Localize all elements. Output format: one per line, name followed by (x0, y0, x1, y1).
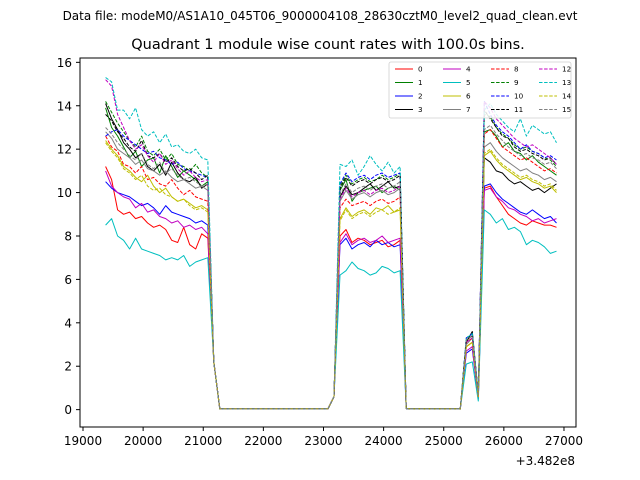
legend-label-3: 3 (418, 105, 423, 114)
x-tick-label: 26000 (485, 434, 523, 448)
y-tick-label: 10 (57, 186, 72, 200)
y-tick-label: 0 (64, 403, 72, 417)
y-tick-label: 4 (64, 316, 72, 330)
x-tick-label: 24000 (365, 434, 403, 448)
x-tick-label: 27000 (545, 434, 583, 448)
legend-label-1: 1 (418, 78, 423, 87)
x-offset-label: +3.482e8 (516, 454, 575, 468)
legend-label-0: 0 (418, 65, 423, 74)
y-tick-label: 6 (64, 273, 72, 287)
legend-label-4: 4 (466, 65, 471, 74)
legend-frame (388, 61, 572, 119)
y-tick-label: 12 (57, 143, 72, 157)
chart-title: Quadrant 1 module wise count rates with … (131, 37, 525, 53)
y-tick-label: 16 (57, 56, 72, 70)
series-line-14 (105, 142, 557, 410)
legend-label-6: 6 (466, 92, 471, 101)
x-tick-label: 25000 (425, 434, 463, 448)
x-tick-label: 21000 (184, 434, 222, 448)
y-tick-label: 14 (57, 99, 72, 113)
plot-area (79, 57, 577, 428)
x-tick-label: 20000 (124, 434, 162, 448)
y-tick-label: 2 (64, 360, 72, 374)
legend-label-7: 7 (466, 105, 471, 114)
legend-label-12: 12 (562, 65, 571, 74)
series-layer (105, 77, 557, 410)
legend-label-14: 14 (562, 92, 572, 101)
legend-label-10: 10 (514, 92, 524, 101)
x-tick-label: 22000 (244, 434, 282, 448)
axes-background (80, 58, 576, 427)
x-axis: 19000 20000 21000 22000 23000 24000 25000 26000… (64, 427, 583, 448)
legend-label-9: 9 (514, 78, 519, 87)
series-line-15 (105, 124, 557, 410)
series-line-12 (105, 79, 557, 410)
y-tick-label: 8 (64, 229, 72, 243)
legend-label-11: 11 (514, 105, 523, 114)
axes-frame (79, 57, 577, 428)
legend-label-5: 5 (466, 78, 471, 87)
y-axis: 0 2 4 6 8 10 12 14 16 (57, 56, 80, 417)
legend-label-15: 15 (562, 105, 571, 114)
figure-suptitle: Data file: modeM0/AS1A10_045T06_90000041… (63, 9, 578, 23)
legend-label-8: 8 (514, 65, 519, 74)
x-tick-label: 23000 (304, 434, 342, 448)
legend-label-2: 2 (418, 92, 423, 101)
x-tick-label: 19000 (64, 434, 102, 448)
legend-label-13: 13 (562, 78, 571, 87)
